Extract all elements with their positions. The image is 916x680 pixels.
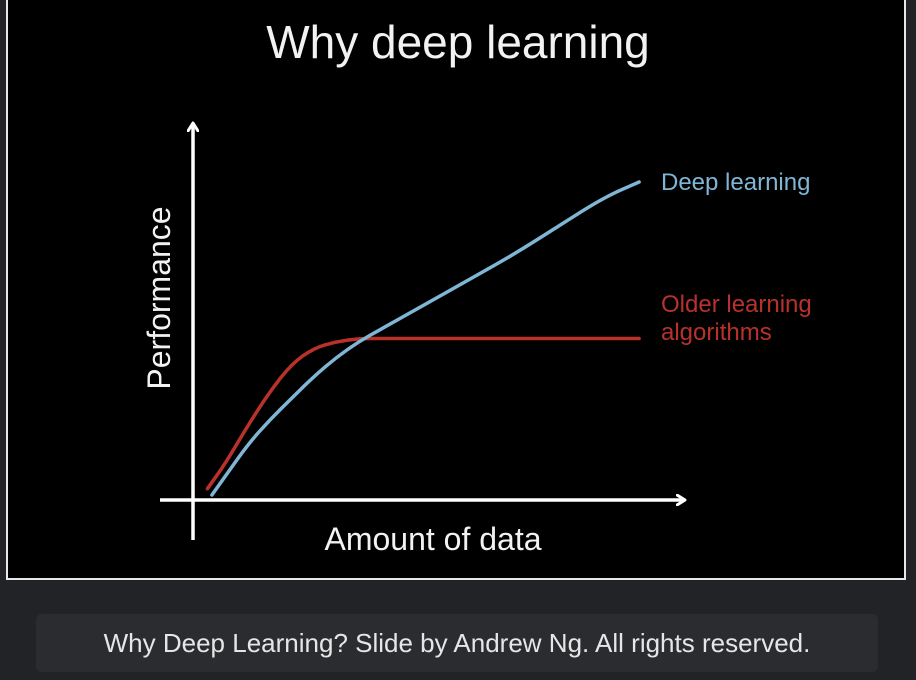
chart-title: Why deep learning bbox=[266, 16, 650, 68]
series-line-deep-learning bbox=[210, 180, 641, 497]
chart: Why deep learning Performance Amount of … bbox=[141, 16, 818, 557]
series-label-older-learning-algorithms: Older learning algorithms bbox=[661, 291, 818, 346]
y-axis-label: Performance bbox=[141, 206, 177, 389]
series-label-deep-learning: Deep learning bbox=[661, 169, 810, 196]
series-line-older-learning-algorithms bbox=[205, 336, 641, 491]
series-label-line-2: algorithms bbox=[661, 319, 772, 346]
slide-frame: Why deep learning Performance Amount of … bbox=[6, 0, 906, 580]
caption-bar: Why Deep Learning? Slide by Andrew Ng. A… bbox=[36, 614, 878, 672]
x-axis-label: Amount of data bbox=[324, 521, 541, 557]
series-label-line-1: Older learning bbox=[661, 291, 812, 318]
caption-text: Why Deep Learning? Slide by Andrew Ng. A… bbox=[103, 627, 811, 658]
